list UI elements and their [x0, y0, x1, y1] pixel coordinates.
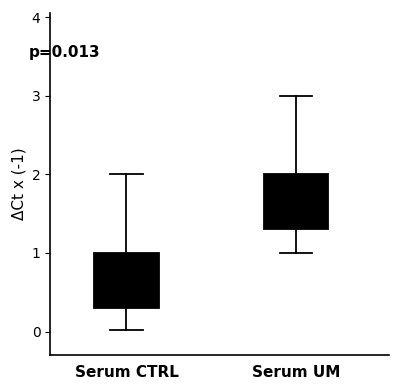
PathPatch shape [94, 253, 159, 308]
PathPatch shape [264, 174, 328, 230]
Text: p=0.013: p=0.013 [28, 45, 100, 59]
Y-axis label: ΔCt x (-1): ΔCt x (-1) [11, 148, 26, 221]
